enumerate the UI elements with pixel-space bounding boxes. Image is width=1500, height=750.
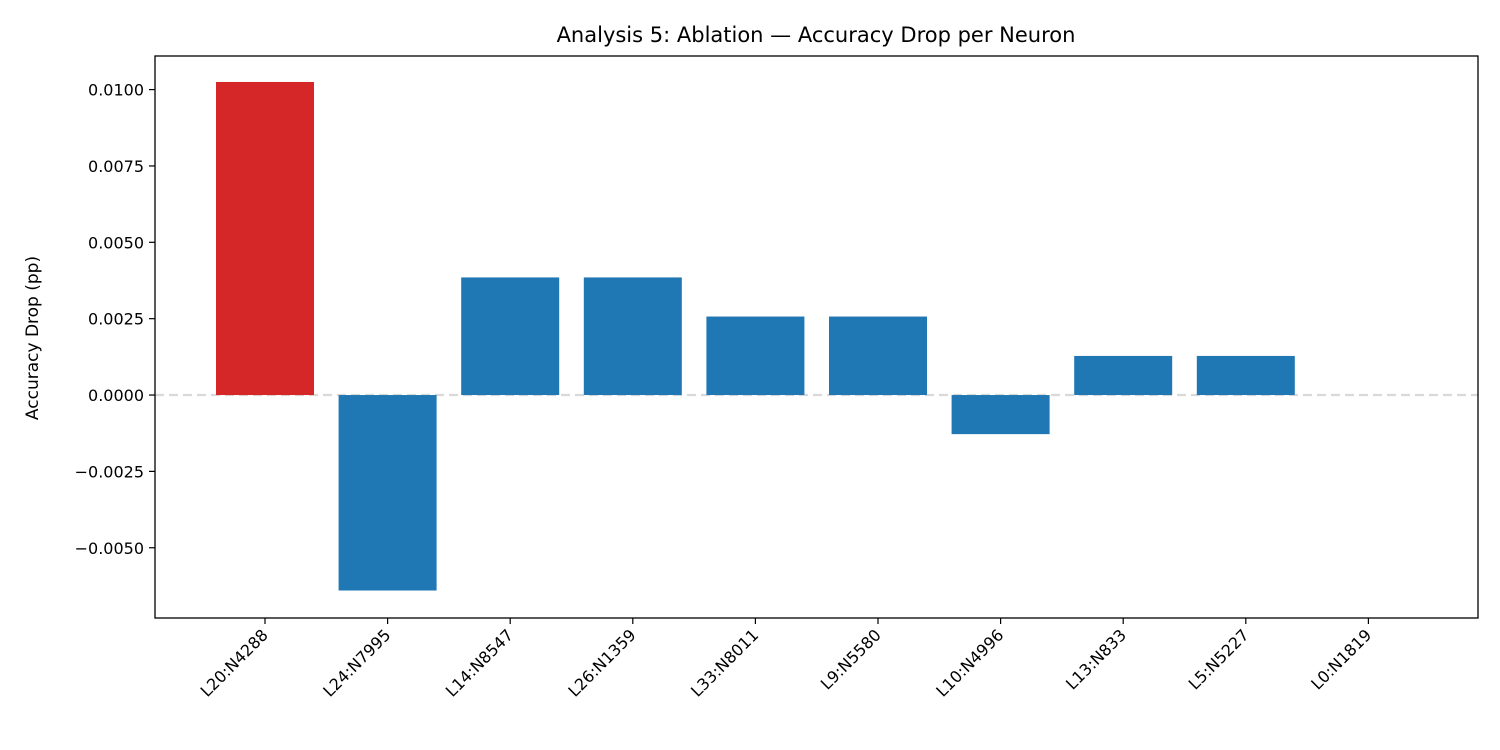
x-tick-label: L24:N7995 xyxy=(319,625,394,700)
bar-l14-n8547 xyxy=(461,277,560,396)
x-tick-label: L10:N4996 xyxy=(932,625,1007,700)
y-axis-label: Accuracy Drop (pp) xyxy=(23,256,43,420)
x-tick-label: L20:N4288 xyxy=(197,625,272,700)
y-tick-label: 0.0025 xyxy=(88,310,144,329)
plot-area: −0.0050 −0.0025 0.0000 0.0025 0.0050 0.0075 0.… xyxy=(75,81,1478,701)
bar-l20-n4288 xyxy=(216,81,314,396)
bar-l24-n7995 xyxy=(338,395,437,591)
bar-l9-n5580 xyxy=(829,316,927,396)
plot-frame xyxy=(154,55,1479,619)
bar-l26-n1359 xyxy=(583,277,682,396)
x-tick-label: L26:N1359 xyxy=(564,625,639,700)
chart-title: Analysis 5: Ablation — Accuracy Drop per… xyxy=(557,23,1076,47)
y-tick-label: −0.0050 xyxy=(75,539,144,558)
y-tick-label: −0.0025 xyxy=(75,462,144,481)
x-tick-label: L9:N5580 xyxy=(817,625,885,693)
bar-l5-n5227 xyxy=(1196,355,1295,396)
bar-l33-n8011 xyxy=(706,316,805,396)
x-tick-label: L33:N8011 xyxy=(687,625,762,700)
x-tick-label: L13:N833 xyxy=(1062,625,1130,693)
y-tick-label: 0.0000 xyxy=(88,386,144,405)
x-tick-label: L5:N5227 xyxy=(1185,625,1253,693)
x-tick-label: L14:N8547 xyxy=(442,625,517,700)
y-tick-label: 0.0075 xyxy=(88,157,144,176)
bar-l10-n4996 xyxy=(951,395,1050,435)
bar-l13-n833 xyxy=(1074,355,1173,396)
y-tick-label: 0.0050 xyxy=(88,233,144,252)
y-tick-label: 0.0100 xyxy=(88,81,144,100)
x-tick-label: L0:N1819 xyxy=(1307,625,1375,693)
